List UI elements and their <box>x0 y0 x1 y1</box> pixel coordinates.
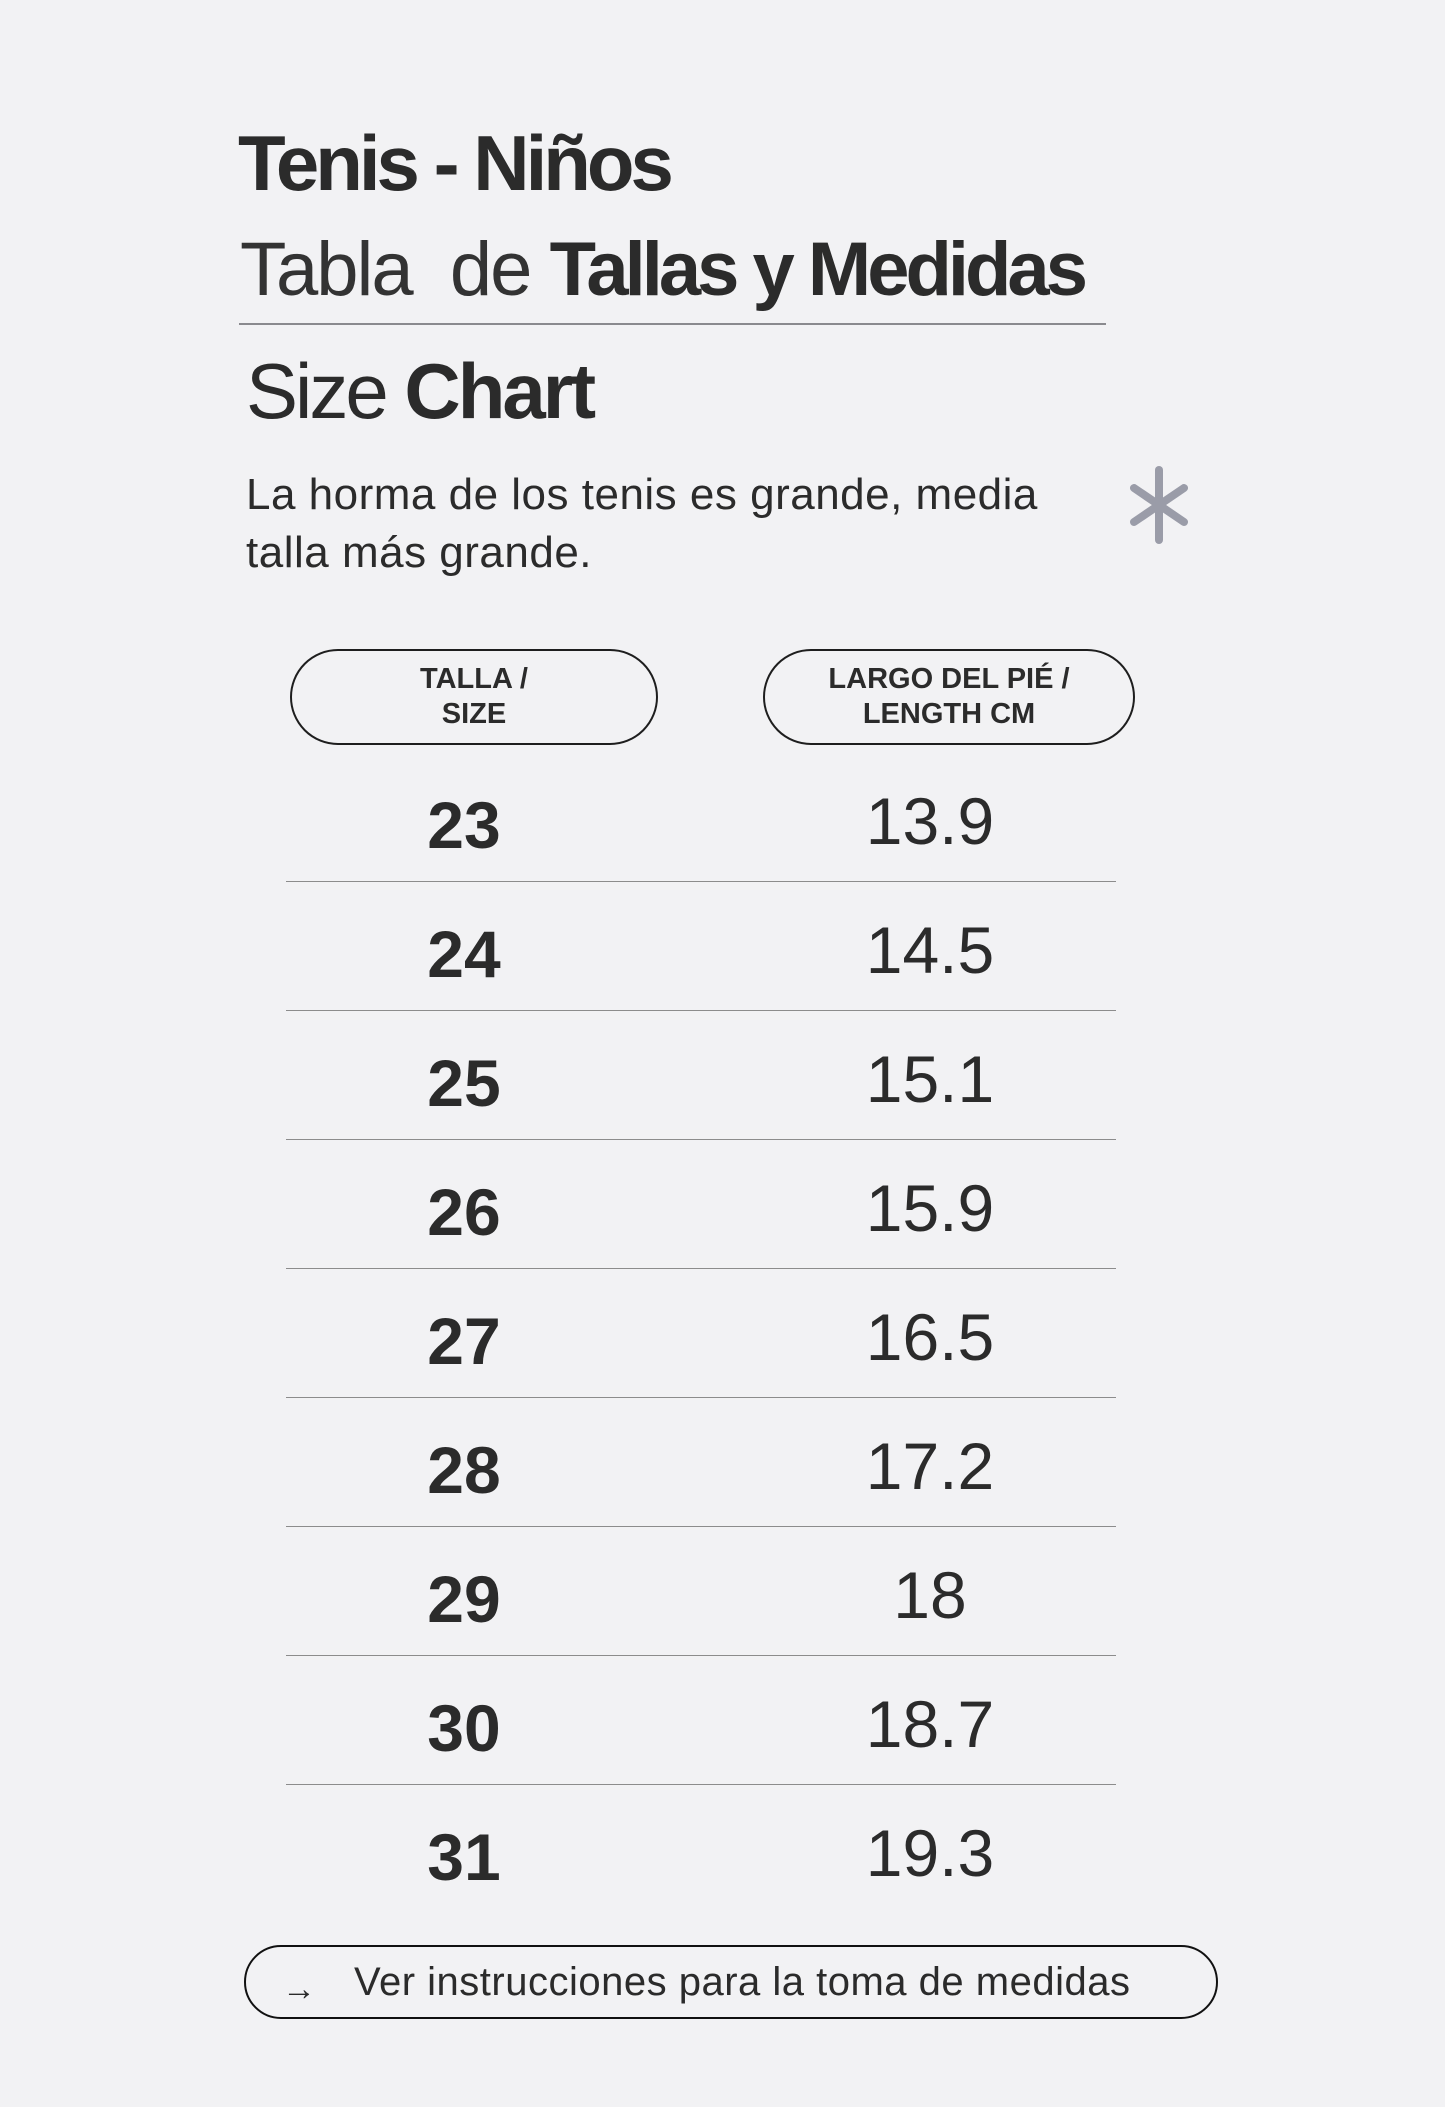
size-cell: 24 <box>427 917 501 991</box>
cta-label: Ver instrucciones para la toma de medida… <box>354 1959 1131 2004</box>
table-row: 23 13.9 <box>286 753 1116 882</box>
table-row: 28 17.2 <box>286 1398 1116 1527</box>
length-cell: 19.3 <box>865 1816 995 1890</box>
table-row: 26 15.9 <box>286 1140 1116 1269</box>
table-row: 24 14.5 <box>286 882 1116 1011</box>
length-cell: 17.2 <box>865 1429 995 1503</box>
table-row: 25 15.1 <box>286 1011 1116 1140</box>
size-cell: 25 <box>427 1046 501 1120</box>
chart-title-bold: Chart <box>404 347 596 435</box>
size-chart-title: Size Chart <box>246 346 596 437</box>
column-header-size: TALLA / SIZE <box>290 649 658 745</box>
measurement-instructions-button[interactable]: → Ver instrucciones para la toma de medi… <box>244 1945 1218 2019</box>
size-table: 23 13.9 24 14.5 25 15.1 26 15.9 27 16.5 28 17.2 29 18… <box>286 753 1116 1913</box>
subtitle-light: Tabla de <box>240 227 550 312</box>
table-row: 27 16.5 <box>286 1269 1116 1398</box>
chart-title-light: Size <box>246 347 405 435</box>
length-cell: 15.9 <box>865 1171 995 1245</box>
size-cell: 23 <box>427 788 501 862</box>
page-title: Tenis - Niños <box>238 119 674 207</box>
page-subtitle: Tabla de Tallas y Medidas <box>240 226 1088 313</box>
table-row: 30 18.7 <box>286 1656 1116 1785</box>
subtitle-bold: Tallas y Medidas <box>549 227 1088 312</box>
length-cell: 18.7 <box>865 1687 995 1761</box>
length-cell: 15.1 <box>865 1042 995 1116</box>
table-row: 29 18 <box>286 1527 1116 1656</box>
column-header-length: LARGO DEL PIÉ / LENGTH CM <box>763 649 1135 745</box>
size-cell: 28 <box>427 1433 501 1507</box>
length-cell: 13.9 <box>865 784 995 858</box>
size-cell: 30 <box>427 1691 501 1765</box>
asterisk-icon <box>1130 466 1188 544</box>
size-cell: 29 <box>427 1562 501 1636</box>
arrow-right-icon: → <box>282 1969 316 2008</box>
fit-note: La horma de los tenis es grande, media t… <box>246 470 1038 577</box>
size-cell: 31 <box>427 1820 501 1894</box>
table-row: 31 19.3 <box>286 1785 1116 1913</box>
length-cell: 16.5 <box>865 1300 995 1374</box>
size-cell: 27 <box>427 1304 501 1378</box>
size-cell: 26 <box>427 1175 501 1249</box>
length-cell: 18 <box>893 1558 967 1632</box>
divider <box>239 323 1106 325</box>
length-cell: 14.5 <box>865 913 995 987</box>
